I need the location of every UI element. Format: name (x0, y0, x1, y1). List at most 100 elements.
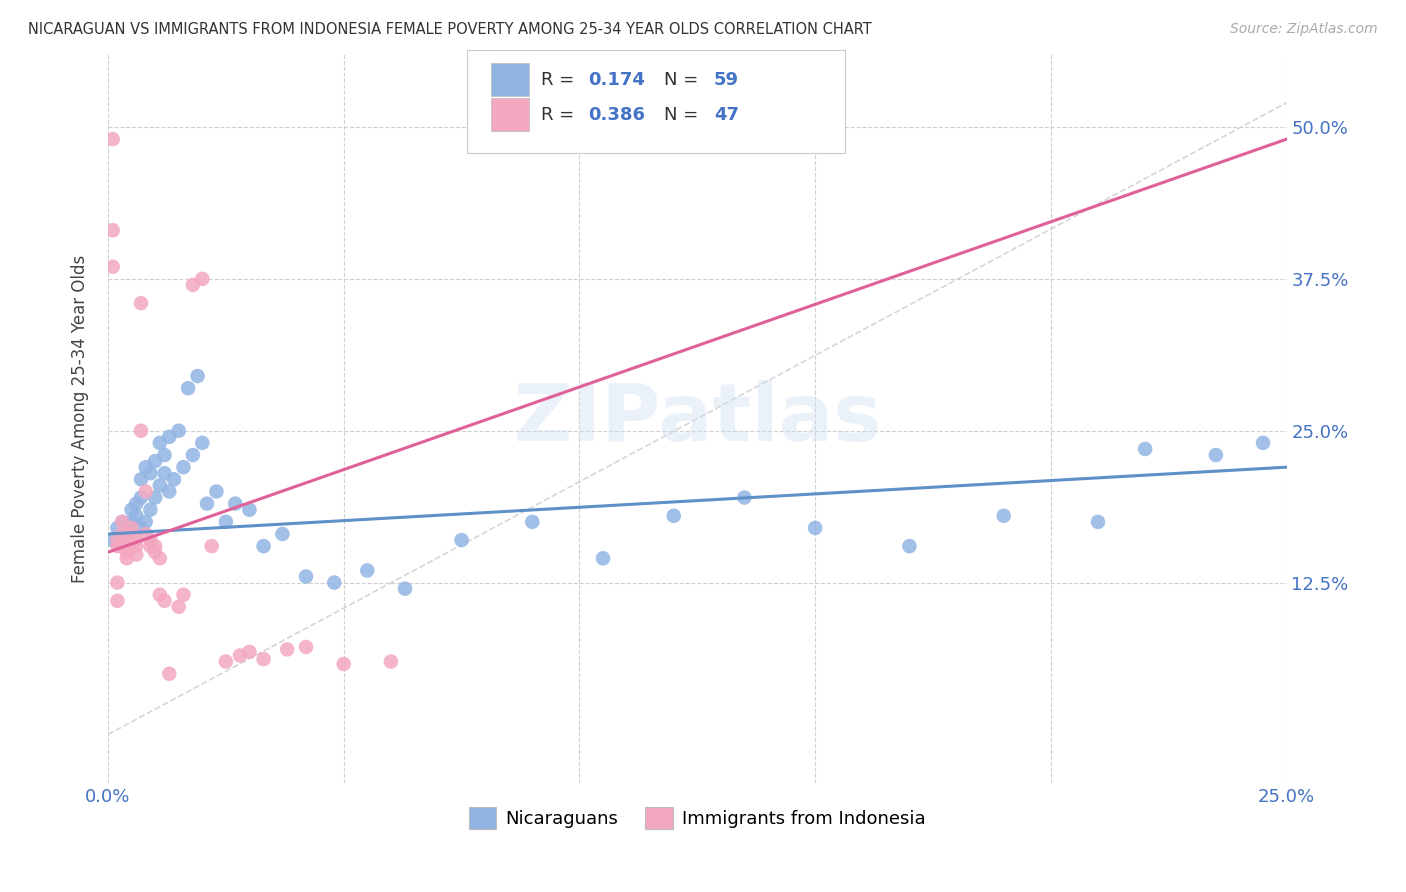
Point (129, 296, 152, 310)
Point (121, 502, 143, 516)
Text: 47: 47 (714, 105, 738, 124)
Point (101, 260, 124, 274)
Point (143, 454, 166, 468)
Point (121, 527, 143, 541)
Point (135, 460, 157, 475)
Point (111, 539, 134, 553)
Point (121, 521, 143, 535)
Point (238, 645, 260, 659)
Text: NICARAGUAN VS IMMIGRANTS FROM INDONESIA FEMALE POVERTY AMONG 25-34 YEAR OLDS COR: NICARAGUAN VS IMMIGRANTS FROM INDONESIA … (28, 22, 872, 37)
Point (1087, 515, 1109, 529)
Point (115, 539, 138, 553)
Text: N =: N = (664, 70, 704, 88)
Point (135, 527, 157, 541)
Text: 0.174: 0.174 (588, 70, 644, 88)
Point (1133, 442, 1156, 456)
Text: N =: N = (664, 105, 704, 124)
Point (143, 539, 166, 553)
Point (149, 551, 172, 566)
Point (111, 539, 134, 553)
Point (115, 551, 138, 566)
Point (125, 497, 148, 511)
Point (187, 369, 209, 384)
FancyBboxPatch shape (467, 51, 845, 153)
Point (143, 491, 166, 505)
Point (380, 655, 402, 669)
Point (135, 484, 157, 499)
Point (252, 539, 274, 553)
Point (139, 539, 162, 553)
Point (107, 594, 129, 608)
Point (238, 502, 260, 516)
Point (450, 533, 472, 547)
Point (733, 491, 755, 505)
Point (111, 533, 134, 547)
Point (172, 460, 194, 475)
Point (121, 539, 143, 553)
Point (129, 472, 152, 486)
Point (167, 424, 190, 438)
Point (129, 521, 152, 535)
Point (107, 535, 129, 549)
Point (125, 539, 148, 553)
Point (276, 642, 298, 657)
Text: R =: R = (540, 70, 579, 88)
Point (356, 564, 378, 578)
Point (898, 539, 921, 553)
Point (157, 430, 180, 444)
Point (111, 515, 134, 529)
Point (167, 599, 190, 614)
Text: 59: 59 (714, 70, 738, 88)
Point (115, 531, 138, 545)
Point (1205, 448, 1227, 462)
Point (107, 533, 129, 547)
Point (101, 533, 124, 547)
Point (205, 484, 228, 499)
Point (201, 539, 224, 553)
Point (121, 515, 143, 529)
Text: 0.386: 0.386 (588, 105, 645, 124)
Point (115, 518, 138, 533)
Point (153, 448, 176, 462)
Point (323, 575, 346, 590)
Point (271, 527, 294, 541)
FancyBboxPatch shape (491, 62, 529, 96)
Point (181, 448, 204, 462)
Point (295, 569, 318, 583)
Point (522, 515, 544, 529)
Point (107, 521, 129, 535)
Text: Source: ZipAtlas.com: Source: ZipAtlas.com (1230, 22, 1378, 37)
Point (129, 491, 152, 505)
Point (101, 132, 124, 146)
Point (181, 277, 204, 292)
Point (332, 657, 354, 671)
Point (252, 652, 274, 666)
Point (125, 508, 148, 523)
Text: ZIPatlas: ZIPatlas (513, 380, 882, 458)
Point (804, 521, 827, 535)
Point (157, 484, 180, 499)
Point (224, 497, 246, 511)
Point (107, 539, 129, 553)
Legend: Nicaraguans, Immigrants from Indonesia: Nicaraguans, Immigrants from Indonesia (463, 799, 932, 836)
Point (111, 527, 134, 541)
Point (115, 527, 138, 541)
Point (1251, 436, 1274, 450)
Point (139, 502, 162, 516)
Point (101, 223, 124, 237)
Point (229, 648, 252, 663)
Point (135, 515, 157, 529)
Text: R =: R = (540, 105, 579, 124)
Point (121, 527, 143, 541)
Point (111, 515, 134, 529)
Point (149, 588, 172, 602)
Point (195, 497, 218, 511)
Point (191, 436, 214, 450)
Point (115, 524, 138, 538)
Point (153, 594, 176, 608)
Point (125, 533, 148, 547)
Point (153, 467, 176, 481)
Point (139, 467, 162, 481)
Point (172, 588, 194, 602)
Point (115, 545, 138, 559)
